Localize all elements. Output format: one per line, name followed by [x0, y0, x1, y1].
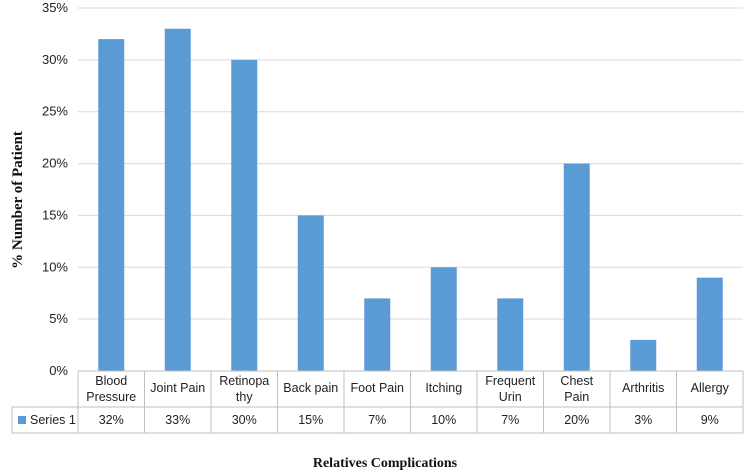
y-tick-label: 5% [49, 311, 68, 326]
bars [98, 28, 723, 371]
data-table: Blood Pressure Joint Pain Retinopa thy Back p… [11, 370, 744, 434]
table-value-cell: 20% [564, 413, 589, 427]
x-axis-label: Relatives Complications [313, 456, 458, 471]
table-value-cell: 15% [298, 413, 323, 427]
table-value-cell: 7% [368, 413, 386, 427]
table-value-cell: 7% [501, 413, 519, 427]
y-tick-label: 25% [42, 104, 68, 119]
x-category-label: Blood Pressure [86, 374, 136, 404]
x-category-label: Back pain [283, 381, 338, 395]
bar [364, 298, 391, 371]
legend-series-name: Series 1 [30, 413, 76, 427]
x-category-label: Foot Pain [350, 381, 404, 395]
y-tick-label: 0% [49, 363, 68, 378]
x-category-label: Frequent Urin [485, 374, 536, 404]
table-value-cell: 33% [165, 413, 190, 427]
table-value-cell: 10% [431, 413, 456, 427]
x-category-label: Allergy [691, 381, 730, 395]
table-value-cell: 3% [634, 413, 652, 427]
x-category-label: Chest Pain [560, 374, 593, 404]
bar [297, 215, 324, 371]
y-tick-label: 20% [42, 156, 68, 171]
y-tick-label: 15% [42, 207, 68, 222]
legend-key [18, 416, 26, 424]
bar [696, 277, 723, 371]
bar [164, 28, 191, 371]
y-tick-label: 10% [42, 259, 68, 274]
table-value-cell: 9% [701, 413, 719, 427]
bar [497, 298, 524, 371]
bar [563, 163, 590, 371]
bar [430, 267, 457, 371]
table-value-cell: 32% [99, 413, 124, 427]
bar [630, 339, 657, 371]
y-tick-label: 35% [42, 0, 68, 15]
x-category-label: Itching [425, 381, 462, 395]
y-axis-label: % Number of Patient [10, 131, 26, 269]
bar [98, 39, 125, 371]
table-value-cell: 30% [232, 413, 257, 427]
bar [231, 59, 258, 371]
x-category-label: Joint Pain [150, 381, 205, 395]
x-category-label: Arthritis [622, 381, 664, 395]
y-axis-ticks: 0% 5% 10% 15% 20% 25% 30% 35% [42, 0, 68, 378]
y-tick-label: 30% [42, 52, 68, 67]
x-category-label: Retinopa thy [219, 374, 269, 404]
